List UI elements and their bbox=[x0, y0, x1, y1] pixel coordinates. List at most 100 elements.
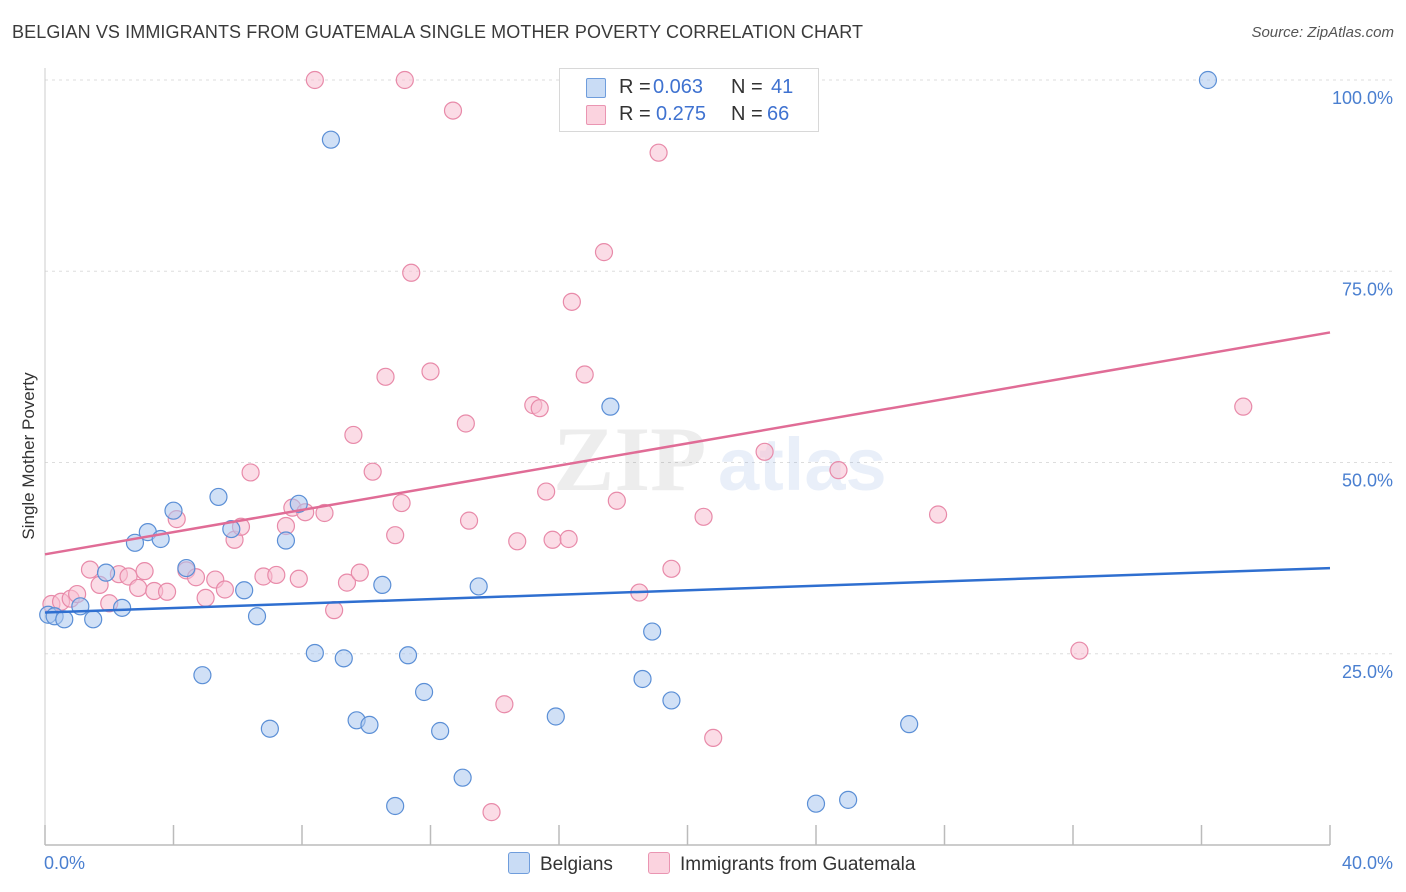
data-point bbox=[482, 803, 501, 822]
trend-lines bbox=[44, 331, 1331, 614]
data-point bbox=[508, 532, 527, 551]
data-point bbox=[315, 503, 334, 523]
watermark: ZIP atlas bbox=[553, 408, 887, 510]
data-point bbox=[80, 560, 100, 579]
data-point bbox=[373, 575, 392, 595]
series-belgians bbox=[39, 70, 1218, 816]
data-point bbox=[453, 768, 472, 787]
data-point bbox=[305, 643, 324, 663]
legend-item-belgians: Belgians bbox=[508, 852, 613, 876]
data-point bbox=[289, 569, 308, 588]
chart-source: Source: ZipAtlas.com bbox=[1251, 24, 1394, 41]
data-point bbox=[350, 563, 369, 582]
legend-label-belgians: Belgians bbox=[540, 854, 613, 875]
data-point bbox=[456, 414, 475, 433]
data-point bbox=[222, 519, 241, 539]
y-tick-label: 25.0% bbox=[1342, 662, 1393, 682]
data-point bbox=[305, 70, 324, 90]
legend-swatch-belgians bbox=[586, 78, 606, 98]
data-point bbox=[157, 582, 177, 601]
data-point bbox=[607, 491, 626, 510]
data-point bbox=[235, 581, 254, 600]
data-point bbox=[431, 721, 450, 741]
y-tick-label: 100.0% bbox=[1332, 88, 1393, 108]
data-point bbox=[495, 695, 514, 714]
legend-swatch-belgians bbox=[508, 852, 530, 874]
data-point bbox=[386, 526, 405, 545]
data-point bbox=[806, 794, 826, 813]
data-point bbox=[193, 666, 212, 685]
data-point bbox=[546, 707, 565, 726]
data-point bbox=[1070, 641, 1089, 660]
x-tick-label: 0.0% bbox=[44, 853, 85, 873]
trend-line-guatemala bbox=[44, 331, 1331, 556]
data-point bbox=[392, 493, 411, 513]
data-point bbox=[594, 243, 614, 262]
data-point bbox=[135, 562, 154, 581]
data-point bbox=[900, 715, 919, 734]
legend-swatch-guatemala bbox=[586, 105, 606, 125]
legend-n-label: N = bbox=[731, 76, 763, 98]
data-point bbox=[649, 143, 668, 162]
data-point bbox=[633, 669, 652, 689]
data-point bbox=[215, 580, 234, 599]
data-point bbox=[694, 507, 713, 526]
data-point bbox=[839, 790, 858, 809]
data-point bbox=[129, 578, 148, 598]
data-point bbox=[559, 529, 578, 549]
data-point bbox=[363, 462, 382, 481]
data-point bbox=[247, 607, 267, 626]
data-point bbox=[562, 292, 581, 311]
data-point bbox=[289, 494, 308, 513]
data-point bbox=[209, 487, 228, 507]
data-point bbox=[112, 598, 132, 617]
data-point bbox=[196, 588, 215, 608]
data-point bbox=[537, 482, 556, 501]
data-point bbox=[421, 362, 440, 381]
data-point bbox=[398, 646, 418, 665]
x-tick-labels: 0.0% 40.0% bbox=[44, 853, 1393, 873]
y-tick-labels: 25.0% 50.0% 75.0% 100.0% bbox=[1332, 88, 1393, 682]
data-point bbox=[459, 511, 479, 530]
data-point bbox=[395, 70, 414, 90]
data-point bbox=[344, 425, 363, 445]
data-point bbox=[386, 796, 405, 816]
data-point bbox=[601, 397, 620, 416]
data-point bbox=[325, 601, 344, 620]
y-tick-label: 75.0% bbox=[1342, 279, 1393, 299]
legend-n-value: 66 bbox=[767, 103, 790, 125]
data-point bbox=[337, 573, 357, 592]
watermark-zip: ZIP bbox=[553, 408, 706, 510]
data-point bbox=[360, 715, 379, 734]
data-point bbox=[469, 577, 488, 596]
data-point bbox=[443, 101, 463, 120]
legend-r-label: R = bbox=[619, 76, 651, 98]
legend-r-value: 0.063 bbox=[653, 76, 704, 98]
legend-r-label: R = bbox=[619, 103, 651, 125]
legend-swatch-guatemala bbox=[648, 852, 670, 874]
data-point bbox=[928, 505, 948, 524]
data-point bbox=[260, 719, 279, 738]
data-point bbox=[164, 501, 183, 520]
legend-n-label: N = bbox=[731, 103, 763, 125]
data-point bbox=[84, 610, 103, 629]
data-point bbox=[543, 530, 562, 549]
legend-label-guatemala: Immigrants from Guatemala bbox=[680, 854, 916, 875]
data-point bbox=[1234, 397, 1253, 416]
data-point bbox=[704, 728, 723, 748]
data-point bbox=[241, 463, 260, 482]
data-point bbox=[662, 559, 681, 578]
data-point bbox=[755, 442, 774, 461]
data-point bbox=[96, 563, 116, 582]
legend-r-value: 0.275 bbox=[656, 103, 707, 125]
data-point bbox=[276, 531, 296, 550]
data-point bbox=[662, 691, 681, 710]
data-point bbox=[321, 130, 341, 149]
data-point bbox=[55, 610, 74, 629]
legend-n-value: 41 bbox=[771, 76, 794, 98]
data-point bbox=[402, 263, 421, 282]
x-tick-label: 40.0% bbox=[1342, 853, 1393, 873]
x-axis bbox=[44, 68, 1331, 846]
trend-line-belgians bbox=[44, 566, 1331, 614]
